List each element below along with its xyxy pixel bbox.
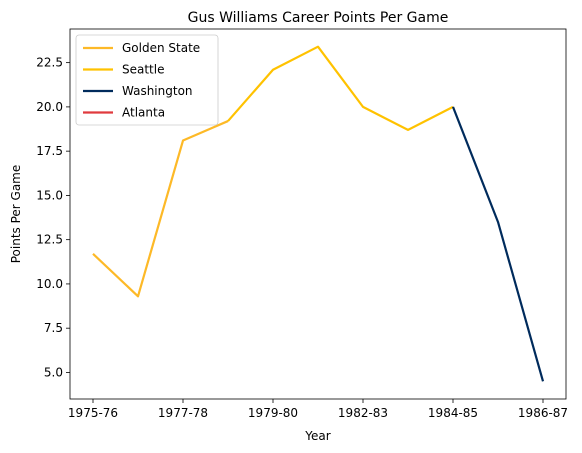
y-tick-label: 5.0 — [44, 365, 63, 379]
legend-label-2: Washington — [122, 84, 193, 98]
y-tick-label: 20.0 — [36, 100, 63, 114]
y-tick-label: 17.5 — [36, 144, 63, 158]
legend-box — [75, 34, 219, 126]
x-axis-label: Year — [304, 429, 330, 443]
legend-label-3: Atlanta — [122, 106, 165, 120]
y-tick-label: 10.0 — [36, 277, 63, 291]
y-axis-label: Points Per Game — [9, 165, 23, 264]
series-line-2 — [451, 106, 545, 382]
chart-title: Gus Williams Career Points Per Game — [188, 10, 449, 26]
series-line-0 — [92, 120, 229, 298]
plot-frame — [69, 28, 567, 400]
y-tick-label: 22.5 — [36, 56, 63, 70]
y-tick-label: 15.0 — [36, 188, 63, 202]
x-tick-label: 1984-85 — [428, 406, 478, 420]
series-layer — [92, 45, 545, 382]
x-tick-label: 1982-83 — [338, 406, 388, 420]
x-tick-label: 1979-80 — [248, 406, 298, 420]
x-tick-label: 1975-76 — [68, 406, 118, 420]
y-axis: 5.0 7.5 10.0 12.5 15.0 17.5 20.0 22.5 — [36, 56, 70, 379]
x-axis: 1975-76 1977-78 1979-80 1982-83 1984-85 1986-… — [68, 399, 568, 420]
series-line-1 — [227, 45, 454, 132]
legend-label-1: Seattle — [122, 63, 164, 77]
y-tick-label: 12.5 — [36, 233, 63, 247]
legend-label-0: Golden State — [122, 41, 200, 55]
y-tick-label: 7.5 — [44, 321, 63, 335]
x-tick-label: 1986-87 — [518, 406, 568, 420]
x-tick-label: 1977-78 — [158, 406, 208, 420]
legend: Golden State Seattle Washington Atlanta — [75, 34, 219, 126]
